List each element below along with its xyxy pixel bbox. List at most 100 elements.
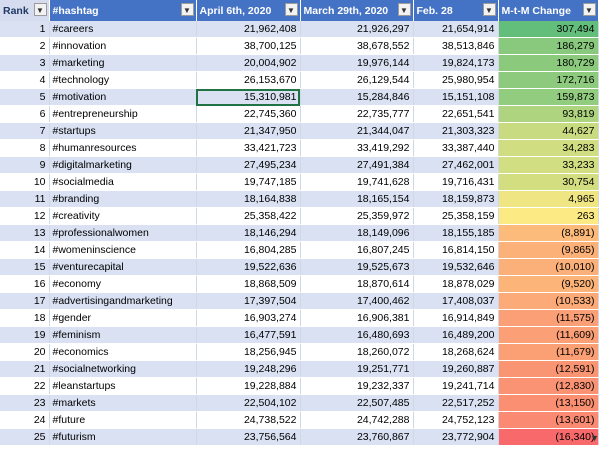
- hashtag-cell[interactable]: #creativity: [49, 207, 197, 225]
- rank-cell[interactable]: 17: [0, 292, 50, 310]
- hashtag-cell[interactable]: #careers: [49, 21, 197, 38]
- april-cell[interactable]: 27,495,234: [196, 156, 301, 174]
- april-cell[interactable]: 17,397,504: [196, 292, 301, 310]
- filter-dropdown-icon[interactable]: ▼: [397, 3, 411, 16]
- march-cell[interactable]: 15,284,846: [300, 88, 414, 106]
- change-cell[interactable]: (13,150): [498, 394, 599, 412]
- hashtag-cell[interactable]: #future: [49, 411, 197, 429]
- change-cell[interactable]: 93,819: [498, 105, 599, 123]
- filter-dropdown-icon[interactable]: ▼: [582, 3, 596, 16]
- april-cell[interactable]: 18,868,509: [196, 275, 301, 293]
- hashtag-cell[interactable]: #professionalwomen: [49, 224, 197, 242]
- april-cell[interactable]: 18,164,838: [196, 190, 301, 208]
- april-cell[interactable]: 19,228,884: [196, 377, 301, 395]
- hashtag-cell[interactable]: #venturecapital: [49, 258, 197, 276]
- feb-cell[interactable]: 38,513,846: [413, 37, 499, 55]
- change-cell[interactable]: (11,575): [498, 309, 599, 327]
- hashtag-cell[interactable]: #humanresources: [49, 139, 197, 157]
- feb-cell[interactable]: 19,716,431: [413, 173, 499, 191]
- rank-cell[interactable]: 5: [0, 88, 50, 106]
- april-cell[interactable]: 23,756,564: [196, 428, 301, 446]
- change-cell[interactable]: (16,340): [498, 428, 599, 446]
- march-cell[interactable]: 18,260,072: [300, 343, 414, 361]
- header-feb[interactable]: Feb. 28 ▼: [413, 0, 499, 21]
- change-cell[interactable]: (8,891): [498, 224, 599, 242]
- march-cell[interactable]: 38,678,552: [300, 37, 414, 55]
- march-cell[interactable]: 22,507,485: [300, 394, 414, 412]
- rank-cell[interactable]: 25: [0, 428, 50, 446]
- header-march[interactable]: March 29th, 2020 ▼: [300, 0, 414, 21]
- hashtag-cell[interactable]: #marketing: [49, 54, 197, 72]
- march-cell[interactable]: 19,251,771: [300, 360, 414, 378]
- feb-cell[interactable]: 22,651,541: [413, 105, 499, 123]
- feb-cell[interactable]: 21,654,914: [413, 21, 499, 38]
- hashtag-cell[interactable]: #socialmedia: [49, 173, 197, 191]
- rank-cell[interactable]: 18: [0, 309, 50, 327]
- rank-cell[interactable]: 13: [0, 224, 50, 242]
- april-cell[interactable]: 19,522,636: [196, 258, 301, 276]
- change-cell[interactable]: 33,233: [498, 156, 599, 174]
- rank-cell[interactable]: 24: [0, 411, 50, 429]
- april-cell[interactable]: 16,804,285: [196, 241, 301, 259]
- feb-cell[interactable]: 18,155,185: [413, 224, 499, 242]
- feb-cell[interactable]: 19,260,887: [413, 360, 499, 378]
- feb-cell[interactable]: 18,159,873: [413, 190, 499, 208]
- change-cell[interactable]: 30,754: [498, 173, 599, 191]
- april-cell[interactable]: 18,256,945: [196, 343, 301, 361]
- change-cell[interactable]: (11,679): [498, 343, 599, 361]
- hashtag-cell[interactable]: #economy: [49, 275, 197, 293]
- hashtag-cell[interactable]: #entrepreneurship: [49, 105, 197, 123]
- feb-cell[interactable]: 24,752,123: [413, 411, 499, 429]
- april-cell[interactable]: 33,421,723: [196, 139, 301, 157]
- feb-cell[interactable]: 25,358,159: [413, 207, 499, 225]
- feb-cell[interactable]: 16,814,150: [413, 241, 499, 259]
- april-cell[interactable]: 19,747,185: [196, 173, 301, 191]
- april-cell[interactable]: 22,745,360: [196, 105, 301, 123]
- march-cell[interactable]: 21,926,297: [300, 21, 414, 38]
- march-cell[interactable]: 24,742,288: [300, 411, 414, 429]
- change-cell[interactable]: 172,716: [498, 71, 599, 89]
- feb-cell[interactable]: 18,878,029: [413, 275, 499, 293]
- rank-cell[interactable]: 3: [0, 54, 50, 72]
- change-cell[interactable]: (12,591): [498, 360, 599, 378]
- change-cell[interactable]: 159,873: [498, 88, 599, 106]
- march-cell[interactable]: 18,149,096: [300, 224, 414, 242]
- feb-cell[interactable]: 27,462,001: [413, 156, 499, 174]
- header-change[interactable]: M-t-M Change ▼: [498, 0, 599, 21]
- hashtag-cell[interactable]: #womeninscience: [49, 241, 197, 259]
- rank-cell[interactable]: 23: [0, 394, 50, 412]
- change-cell[interactable]: (10,533): [498, 292, 599, 310]
- feb-cell[interactable]: 21,303,323: [413, 122, 499, 140]
- rank-cell[interactable]: 21: [0, 360, 50, 378]
- scroll-down-icon[interactable]: ▼: [590, 433, 599, 443]
- feb-cell[interactable]: 16,489,200: [413, 326, 499, 344]
- header-rank[interactable]: Rank ▼: [0, 0, 50, 21]
- rank-cell[interactable]: 2: [0, 37, 50, 55]
- change-cell[interactable]: (11,609): [498, 326, 599, 344]
- hashtag-cell[interactable]: #technology: [49, 71, 197, 89]
- april-cell[interactable]: 38,700,125: [196, 37, 301, 55]
- march-cell[interactable]: 26,129,544: [300, 71, 414, 89]
- feb-cell[interactable]: 17,408,037: [413, 292, 499, 310]
- hashtag-cell[interactable]: #advertisingandmarketing: [49, 292, 197, 310]
- hashtag-cell[interactable]: #futurism: [49, 428, 197, 446]
- rank-cell[interactable]: 22: [0, 377, 50, 395]
- april-cell[interactable]: 16,903,274: [196, 309, 301, 327]
- hashtag-cell[interactable]: #gender: [49, 309, 197, 327]
- hashtag-cell[interactable]: #markets: [49, 394, 197, 412]
- feb-cell[interactable]: 19,532,646: [413, 258, 499, 276]
- change-cell[interactable]: 180,729: [498, 54, 599, 72]
- march-cell[interactable]: 17,400,462: [300, 292, 414, 310]
- march-cell[interactable]: 19,976,144: [300, 54, 414, 72]
- march-cell[interactable]: 16,480,693: [300, 326, 414, 344]
- feb-cell[interactable]: 19,824,173: [413, 54, 499, 72]
- feb-cell[interactable]: 23,772,904: [413, 428, 499, 446]
- april-cell[interactable]: 26,153,670: [196, 71, 301, 89]
- filter-dropdown-icon[interactable]: ▼: [482, 3, 496, 16]
- rank-cell[interactable]: 9: [0, 156, 50, 174]
- change-cell[interactable]: 34,283: [498, 139, 599, 157]
- change-cell[interactable]: 4,965: [498, 190, 599, 208]
- header-april[interactable]: April 6th, 2020 ▼: [196, 0, 301, 21]
- hashtag-cell[interactable]: #feminism: [49, 326, 197, 344]
- header-hashtag[interactable]: #hashtag ▼: [49, 0, 197, 21]
